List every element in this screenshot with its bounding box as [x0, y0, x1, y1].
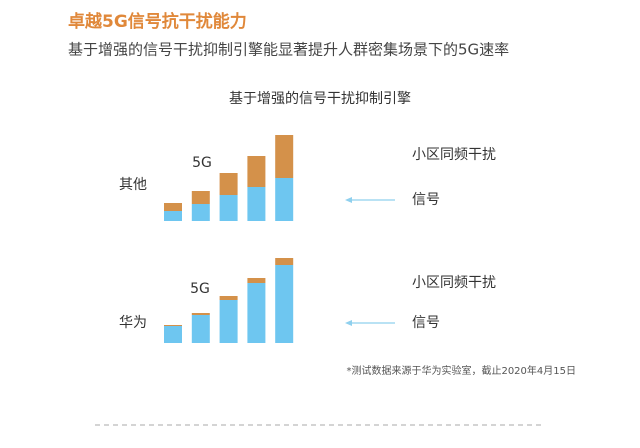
bar-segment: [164, 326, 182, 343]
group-label: 其他: [119, 177, 147, 193]
legend-label: 小区同频干扰: [412, 275, 496, 291]
bar-segment: [247, 187, 266, 221]
bar-segment: [247, 283, 266, 343]
bar-segment: [164, 203, 182, 211]
footnote: *测试数据来源于华为实验室，截止2020年4月15日: [346, 364, 576, 377]
bar-segment: [164, 325, 182, 326]
bar-segment: [219, 173, 238, 195]
annotation: 5G: [190, 281, 210, 297]
bar-segment: [219, 296, 238, 300]
bar-segment: [275, 135, 294, 178]
bar-segment: [247, 278, 266, 283]
group-label: 华为: [119, 315, 147, 331]
title: 卓越5G信号抗干扰能力: [68, 11, 247, 32]
arrows: [345, 197, 395, 326]
bar-segment: [191, 191, 210, 204]
bar-segment: [164, 211, 182, 221]
bar-segment: [275, 258, 294, 265]
bar-segment: [275, 178, 294, 221]
bar-segment: [191, 315, 210, 343]
bar-segment: [191, 204, 210, 221]
subtitle: 基于增强的信号干扰抑制引擎能显著提升人群密集场景下的5G速率: [68, 41, 509, 59]
bar-segment: [219, 195, 238, 221]
bar-segment: [247, 156, 266, 187]
annotation: 5G: [192, 155, 212, 171]
bar-segment: [219, 300, 238, 343]
figure-title: 基于增强的信号干扰抑制引擎: [229, 90, 411, 107]
legend-label: 信号: [412, 192, 440, 208]
legend-label: 小区同频干扰: [412, 147, 496, 163]
bar-segment: [275, 265, 294, 343]
legend-label: 信号: [412, 315, 440, 331]
bar-segment: [191, 313, 210, 315]
